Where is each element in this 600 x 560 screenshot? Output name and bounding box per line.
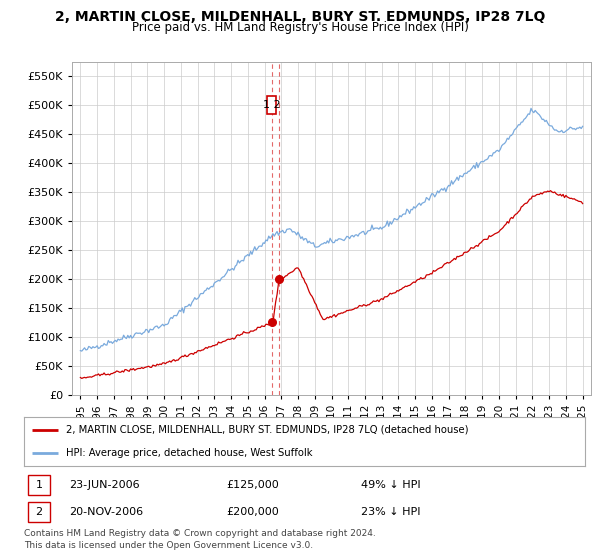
Bar	[267, 96, 276, 114]
Text: 1 2: 1 2	[263, 100, 280, 110]
Text: £125,000: £125,000	[226, 480, 279, 491]
Text: 20-NOV-2006: 20-NOV-2006	[69, 507, 143, 517]
Text: 2, MARTIN CLOSE, MILDENHALL, BURY ST. EDMUNDS, IP28 7LQ: 2, MARTIN CLOSE, MILDENHALL, BURY ST. ED…	[55, 10, 545, 24]
Bar	[28, 475, 50, 496]
Text: 49% ↓ HPI: 49% ↓ HPI	[361, 480, 420, 491]
Text: Price paid vs. HM Land Registry's House Price Index (HPI): Price paid vs. HM Land Registry's House …	[131, 21, 469, 34]
Text: 2, MARTIN CLOSE, MILDENHALL, BURY ST. EDMUNDS, IP28 7LQ (detached house): 2, MARTIN CLOSE, MILDENHALL, BURY ST. ED…	[66, 425, 469, 435]
Text: £200,000: £200,000	[226, 507, 279, 517]
Text: 23-JUN-2006: 23-JUN-2006	[69, 480, 140, 491]
Text: 1: 1	[35, 480, 43, 491]
Text: 2: 2	[35, 507, 43, 517]
Text: HPI: Average price, detached house, West Suffolk: HPI: Average price, detached house, West…	[66, 447, 313, 458]
Text: 23% ↓ HPI: 23% ↓ HPI	[361, 507, 420, 517]
Text: Contains HM Land Registry data © Crown copyright and database right 2024.
This d: Contains HM Land Registry data © Crown c…	[24, 529, 376, 550]
Bar	[28, 502, 50, 522]
